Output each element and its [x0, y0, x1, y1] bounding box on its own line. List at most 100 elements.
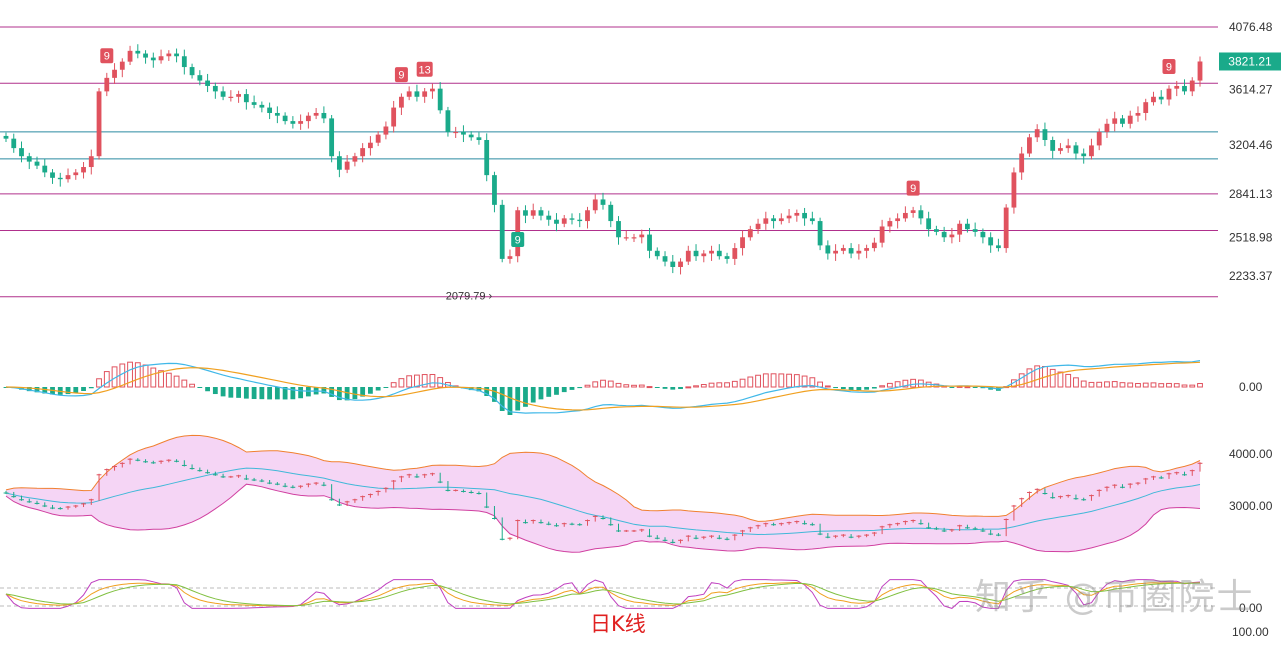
macd-bar-108	[840, 387, 846, 389]
candle-body-46	[360, 148, 366, 157]
candle-body-5	[42, 165, 48, 173]
candle-body-104	[809, 218, 815, 222]
candle-body-50	[391, 107, 397, 127]
macd-bar-145	[1127, 382, 1134, 388]
macd-bar-152	[1181, 384, 1188, 388]
macd-bar-136	[1057, 371, 1064, 388]
candle-body-153	[1189, 80, 1195, 92]
current-price-label: 3821.21	[1228, 54, 1272, 68]
candle-body-19	[150, 57, 156, 61]
candle-body-25	[197, 75, 203, 81]
macd-bar-103	[801, 375, 808, 388]
candle-body-151	[1174, 85, 1180, 89]
price-tick-1: 3614.27	[1229, 82, 1273, 96]
macd-bar-61	[476, 387, 482, 392]
macd-bar-107	[833, 387, 839, 389]
candle-body-145	[1127, 115, 1133, 124]
macd-bar-117	[910, 378, 917, 388]
candle-body-76	[592, 199, 598, 211]
candle-body-102	[794, 212, 800, 216]
candle-body-6	[50, 172, 55, 178]
macd-bar-137	[1065, 373, 1072, 388]
macd-bar-111	[864, 387, 870, 390]
macd-bar-132	[1026, 368, 1033, 388]
macd-bar-140	[1088, 381, 1095, 388]
candle-body-150	[1166, 88, 1172, 100]
macd-bar-17	[134, 362, 141, 388]
price-axis: 4076.48 3614.27 3204.46 2841.13 2518.98 2233.…	[1219, 20, 1281, 283]
candle-body-107	[833, 250, 839, 254]
candle-body-30	[236, 94, 242, 97]
macd-bar-115	[894, 381, 901, 388]
macd-bar-36	[282, 387, 288, 400]
candle-body-43	[336, 156, 342, 170]
macd-bar-104	[809, 377, 816, 388]
candle-body-59	[461, 131, 466, 135]
candle-body-21	[166, 53, 172, 57]
macd-bar-112	[871, 387, 877, 389]
candle-body-121	[941, 231, 947, 238]
candle-body-16	[127, 50, 133, 62]
price-candles	[3, 44, 1203, 275]
macd-bar-91	[708, 382, 715, 388]
macd-axis-label: 0.00	[1239, 380, 1263, 394]
macd-bar-131	[1018, 373, 1025, 388]
macd-bar-81	[631, 384, 637, 388]
macd-bar-27	[212, 387, 218, 395]
marker-label-0: 9	[104, 51, 110, 63]
marker-badge-4	[906, 180, 920, 196]
macd-bar-25	[197, 387, 203, 388]
macd-bar-84	[654, 387, 660, 388]
macd-bar-149	[1158, 383, 1165, 388]
macd-bar-8	[65, 387, 71, 395]
macd-bar-97	[755, 374, 761, 388]
macd-dif-line	[5, 360, 1201, 414]
candle-body-96	[747, 229, 753, 238]
candle-body-109	[848, 248, 854, 254]
macd-bar-142	[1104, 381, 1110, 388]
boll-tick-0: 4000.00	[1229, 447, 1273, 461]
candle-body-42	[329, 118, 335, 157]
candle-body-142	[1104, 123, 1110, 132]
macd-bar-93	[724, 382, 730, 388]
candle-body-23	[181, 56, 187, 68]
candle-body-108	[840, 248, 846, 251]
macd-bar-94	[731, 380, 738, 388]
macd-bar-78	[607, 380, 614, 388]
macd-bar-95	[739, 378, 746, 388]
candle-body-132	[1027, 137, 1032, 154]
candle-body-41	[321, 112, 327, 119]
candle-body-73	[569, 218, 575, 220]
marker-badge-1	[394, 67, 408, 83]
kdj-panel: 0.00 100.00	[0, 579, 1269, 639]
macd-bar-16	[127, 361, 133, 388]
macd-bar-28	[220, 387, 226, 397]
boll-lower-line	[5, 483, 1201, 553]
marker-label-3: 9	[515, 234, 521, 246]
macd-bar-151	[1173, 383, 1180, 388]
candle-body-31	[243, 94, 249, 103]
candle-body-85	[662, 256, 668, 262]
macd-bar-11	[88, 387, 94, 389]
macd-bar-10	[81, 387, 86, 391]
candle-body-127	[988, 237, 994, 246]
candle-body-39	[305, 115, 311, 122]
candle-body-119	[926, 218, 932, 230]
kdj-j-line	[5, 579, 1201, 609]
macd-bar-92	[716, 382, 723, 388]
candle-body-79	[616, 221, 621, 238]
candle-body-29	[228, 96, 234, 98]
candle-body-149	[1158, 96, 1164, 100]
boll-tick-1: 3000.00	[1229, 499, 1273, 513]
candle-body-52	[406, 91, 412, 97]
price-tick-0: 4076.48	[1229, 20, 1273, 34]
macd-bar-55	[429, 373, 436, 388]
candle-body-24	[189, 67, 195, 76]
candle-body-82	[639, 234, 645, 238]
candle-body-38	[298, 121, 304, 124]
candle-body-11	[88, 156, 94, 168]
candle-body-114	[887, 221, 893, 227]
macd-bar-73	[569, 387, 575, 390]
macd-bar-77	[600, 379, 606, 388]
